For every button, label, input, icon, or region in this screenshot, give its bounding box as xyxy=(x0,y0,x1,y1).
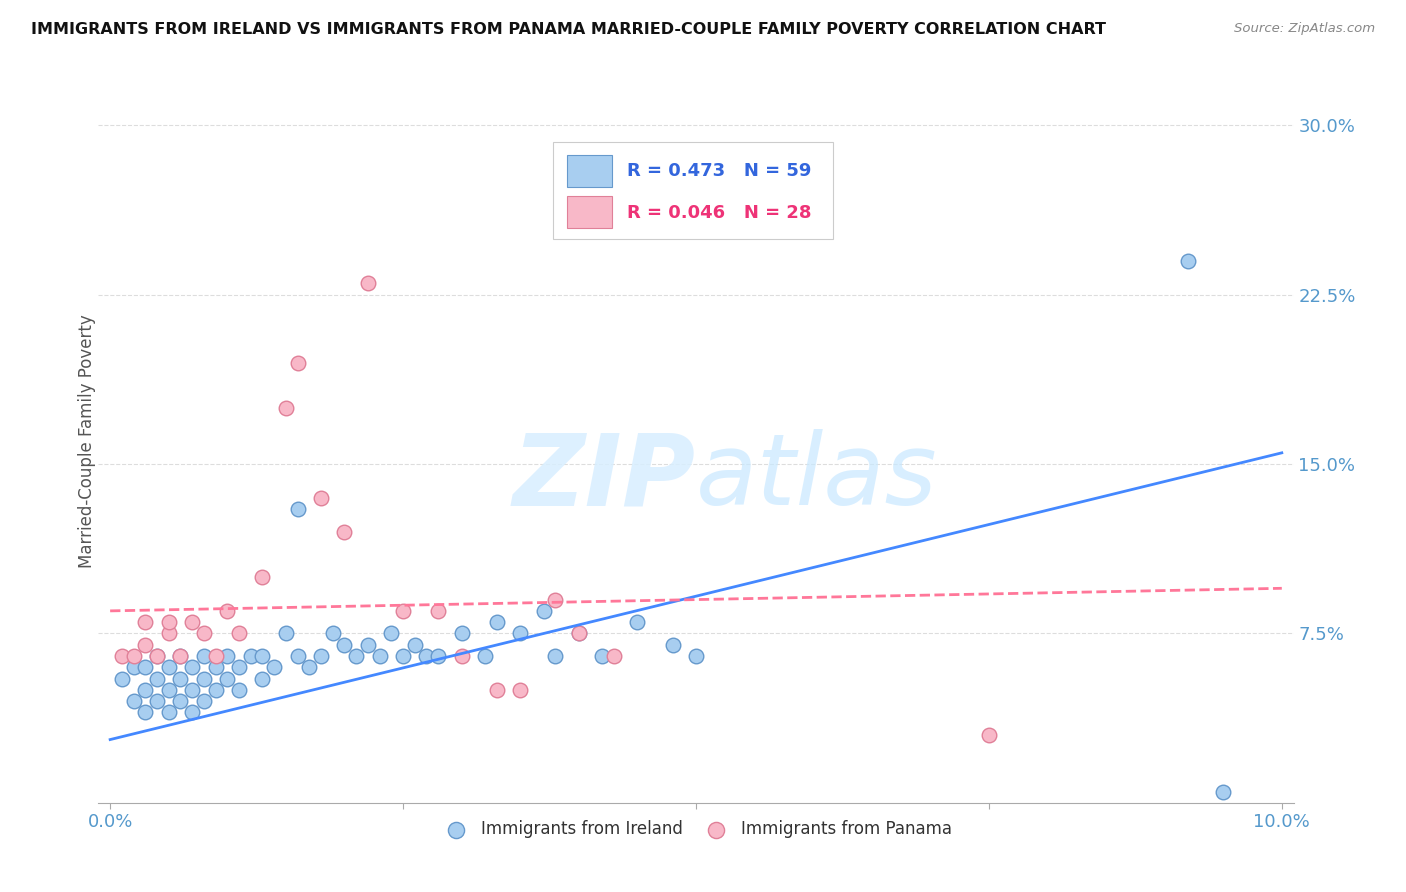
Point xyxy=(287,648,309,663)
Point xyxy=(157,660,180,674)
Point xyxy=(392,648,415,663)
Point xyxy=(252,570,274,584)
Point xyxy=(157,682,180,697)
Point xyxy=(193,672,215,686)
Point xyxy=(157,626,180,640)
Point xyxy=(509,682,531,697)
Point xyxy=(450,648,472,663)
Point xyxy=(181,660,204,674)
Text: R = 0.473   N = 59: R = 0.473 N = 59 xyxy=(627,162,811,180)
Point xyxy=(134,638,156,652)
Point xyxy=(544,592,567,607)
Point xyxy=(252,648,274,663)
Point xyxy=(977,728,1000,742)
Point xyxy=(193,694,215,708)
Point xyxy=(591,648,613,663)
Legend: Immigrants from Ireland, Immigrants from Panama: Immigrants from Ireland, Immigrants from… xyxy=(433,814,959,845)
Point xyxy=(274,626,297,640)
Point xyxy=(263,660,285,674)
Text: IMMIGRANTS FROM IRELAND VS IMMIGRANTS FROM PANAMA MARRIED-COUPLE FAMILY POVERTY : IMMIGRANTS FROM IRELAND VS IMMIGRANTS FR… xyxy=(31,22,1107,37)
Point xyxy=(169,648,191,663)
Point xyxy=(309,648,332,663)
Point xyxy=(169,672,191,686)
Point xyxy=(111,648,134,663)
Point xyxy=(134,706,156,720)
Point xyxy=(603,648,626,663)
Point xyxy=(485,615,508,630)
Point xyxy=(193,626,215,640)
Point xyxy=(252,672,274,686)
Text: atlas: atlas xyxy=(696,429,938,526)
Point xyxy=(134,660,156,674)
Point xyxy=(157,615,180,630)
Point xyxy=(568,626,591,640)
Point xyxy=(274,401,297,415)
Point xyxy=(298,660,321,674)
Point xyxy=(287,502,309,516)
Point xyxy=(450,626,472,640)
Point xyxy=(427,604,450,618)
Point xyxy=(169,694,191,708)
Text: ZIP: ZIP xyxy=(513,429,696,526)
Point xyxy=(685,648,707,663)
Point xyxy=(544,648,567,663)
Point xyxy=(228,660,250,674)
Point xyxy=(146,672,169,686)
Point xyxy=(344,648,367,663)
Point xyxy=(169,648,191,663)
Point xyxy=(287,355,309,369)
Point xyxy=(204,648,226,663)
Point xyxy=(228,626,250,640)
Point xyxy=(134,615,156,630)
Point xyxy=(509,626,531,640)
Point xyxy=(157,706,180,720)
Point xyxy=(204,682,226,697)
Bar xyxy=(567,196,613,228)
Point xyxy=(404,638,426,652)
Point xyxy=(122,648,145,663)
Point xyxy=(217,604,239,618)
Point xyxy=(122,660,145,674)
Point xyxy=(181,706,204,720)
Point xyxy=(1212,784,1234,798)
Point xyxy=(228,682,250,697)
Point xyxy=(146,648,169,663)
Point xyxy=(181,682,204,697)
Point xyxy=(217,672,239,686)
Point xyxy=(146,648,169,663)
Point xyxy=(134,682,156,697)
Point xyxy=(392,604,415,618)
Point xyxy=(1177,253,1199,268)
Point xyxy=(415,648,437,663)
Text: R = 0.046   N = 28: R = 0.046 N = 28 xyxy=(627,203,811,221)
Point xyxy=(122,694,145,708)
Point xyxy=(146,694,169,708)
Point xyxy=(193,648,215,663)
Y-axis label: Married-Couple Family Poverty: Married-Couple Family Poverty xyxy=(79,315,96,568)
Point xyxy=(322,626,344,640)
Point xyxy=(427,648,450,663)
Point xyxy=(474,648,496,663)
Point xyxy=(333,524,356,539)
Point xyxy=(239,648,262,663)
Point xyxy=(661,638,683,652)
Text: Source: ZipAtlas.com: Source: ZipAtlas.com xyxy=(1234,22,1375,36)
Point xyxy=(111,672,134,686)
Point xyxy=(309,491,332,505)
Point xyxy=(357,277,380,291)
Point xyxy=(626,615,648,630)
Point xyxy=(568,626,591,640)
Point xyxy=(333,638,356,652)
Bar xyxy=(567,154,613,187)
Point xyxy=(204,660,226,674)
FancyBboxPatch shape xyxy=(553,142,834,239)
Point xyxy=(357,638,380,652)
Point xyxy=(217,648,239,663)
Point xyxy=(485,682,508,697)
Point xyxy=(380,626,402,640)
Point xyxy=(368,648,391,663)
Point xyxy=(181,615,204,630)
Point xyxy=(533,604,555,618)
